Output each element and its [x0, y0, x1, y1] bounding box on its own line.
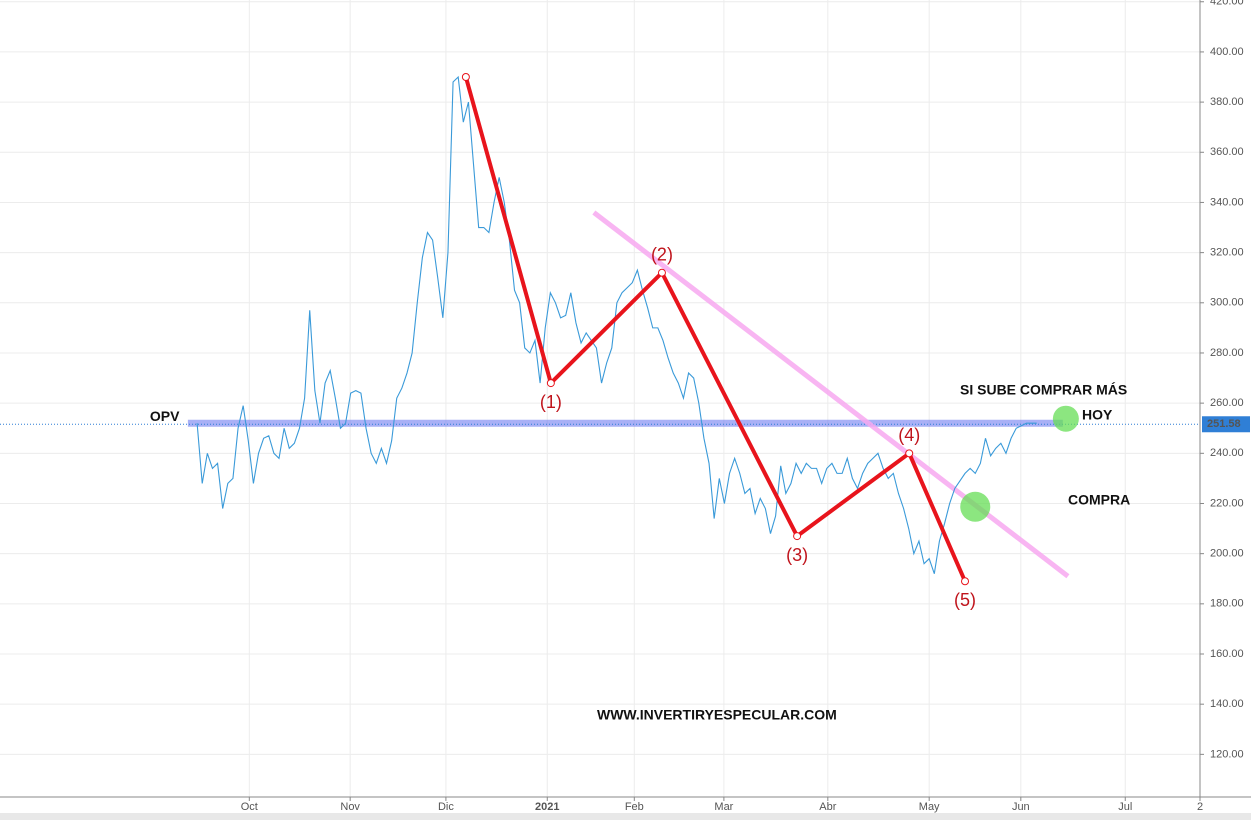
x-tick-label: 2 — [1197, 801, 1203, 813]
opv-label: OPV — [150, 408, 180, 424]
wave-point — [793, 532, 802, 541]
y-tick-label: 300.00 — [1210, 297, 1244, 309]
annotation: WWW.INVERTIRYESPECULAR.COM — [597, 707, 837, 723]
y-tick-label: 200.00 — [1210, 548, 1244, 560]
x-tick-label: Jul — [1118, 801, 1132, 813]
y-tick-label: 340.00 — [1210, 196, 1244, 208]
price-tag-label: 251.58 — [1207, 418, 1241, 430]
y-tick-label: 240.00 — [1210, 447, 1244, 459]
x-tick-label: Jun — [1012, 801, 1030, 813]
signal-dot — [1052, 405, 1079, 432]
wave-label: (3) — [786, 545, 808, 565]
wave-point — [461, 73, 470, 82]
y-tick-label: 360.00 — [1210, 146, 1244, 158]
y-tick-label: 160.00 — [1210, 648, 1244, 660]
y-tick-label: 180.00 — [1210, 598, 1244, 610]
wave-label: (5) — [954, 590, 976, 610]
wave-point — [961, 577, 970, 586]
y-tick-label: 140.00 — [1210, 698, 1244, 710]
y-tick-label: 420.00 — [1210, 0, 1244, 8]
price-line — [196, 75, 1037, 574]
y-tick-label: 320.00 — [1210, 247, 1244, 259]
price-tag — [1202, 416, 1250, 433]
wave-label: (1) — [540, 392, 562, 412]
x-tick-label: Oct — [241, 801, 258, 813]
signal-dot — [960, 491, 991, 522]
wave-point — [657, 268, 666, 277]
x-tick-label: Feb — [625, 801, 644, 813]
y-tick-label: 120.00 — [1210, 748, 1244, 760]
y-tick-label: 280.00 — [1210, 347, 1244, 359]
grid — [0, 0, 1201, 797]
wave-point — [546, 379, 555, 388]
x-tick-label: May — [919, 801, 940, 813]
y-tick-label: 400.00 — [1210, 46, 1244, 58]
wave-label: (4) — [898, 425, 920, 445]
x-tick-label: Abr — [819, 801, 836, 813]
x-tick-label: 2021 — [535, 801, 559, 813]
annotation: SI SUBE COMPRAR MÁS — [960, 382, 1127, 398]
wave-label: (2) — [651, 244, 673, 264]
x-tick-label: Dic — [438, 801, 454, 813]
x-tick-label: Nov — [340, 801, 360, 813]
y-tick-label: 260.00 — [1210, 397, 1244, 409]
trendline — [592, 210, 1070, 579]
x-tick-label: Mar — [714, 801, 733, 813]
annotation: HOY — [1082, 407, 1113, 423]
scrollbar — [0, 813, 1251, 820]
annotation: COMPRA — [1068, 492, 1130, 508]
y-tick-label: 220.00 — [1210, 497, 1244, 509]
y-tick-label: 380.00 — [1210, 96, 1244, 108]
wave-point — [905, 449, 914, 458]
wave-line — [463, 76, 967, 583]
